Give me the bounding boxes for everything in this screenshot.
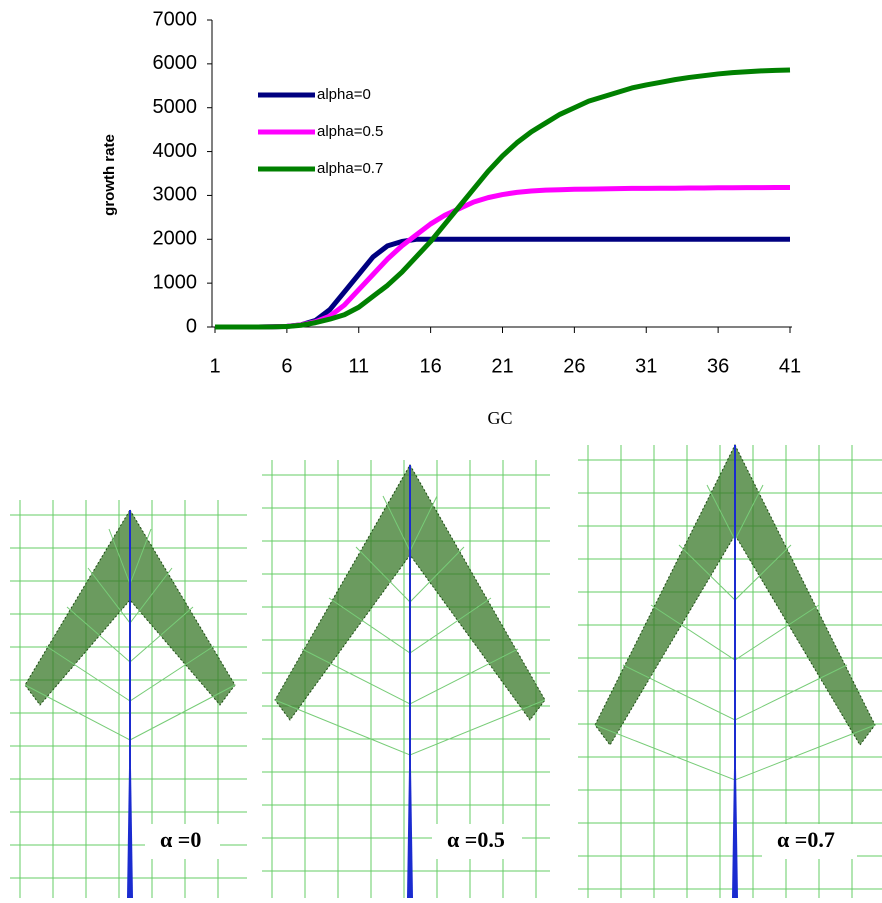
y-tick-label: 5000 — [153, 96, 198, 118]
tree-panels: α =0 α =0.5 α =0.7 — [10, 443, 882, 898]
legend-label: alpha=0 — [317, 86, 371, 103]
y-tick-label: 7000 — [153, 8, 198, 30]
legend-label: alpha=0.5 — [317, 123, 383, 140]
tree-trunk-base — [732, 768, 738, 898]
x-tick-label: 11 — [348, 355, 369, 377]
label-box — [762, 824, 857, 859]
x-tick-label: 6 — [281, 355, 292, 377]
tree-trunk-base — [407, 768, 413, 898]
x-tick-label: 31 — [635, 355, 657, 377]
y-tick-label: 4000 — [153, 140, 198, 162]
panel-label: α =0.5 — [447, 827, 505, 852]
x-tick-label: 21 — [491, 355, 513, 377]
y-tick-label: 3000 — [153, 184, 198, 206]
tree-trunk-base — [127, 768, 133, 898]
x-tick-label: 26 — [563, 355, 585, 377]
y-axis-label: growth rate — [101, 134, 118, 216]
y-tick-label: 1000 — [153, 271, 198, 293]
series-line — [215, 236, 790, 330]
y-tick-label: 2000 — [153, 228, 198, 250]
y-tick-label: 0 — [186, 315, 197, 337]
label-box — [145, 824, 220, 859]
legend-label: alpha=0.7 — [317, 160, 383, 177]
x-tick-label: 41 — [779, 355, 801, 377]
x-axis-label: GC — [487, 408, 512, 428]
panel-label: α =0.7 — [777, 827, 835, 852]
label-box — [432, 824, 522, 859]
panel-label: α =0 — [160, 827, 201, 852]
series-line — [215, 67, 791, 330]
x-tick-label: 36 — [707, 355, 729, 377]
x-tick-label: 1 — [209, 355, 220, 377]
y-tick-label: 6000 — [153, 52, 198, 74]
series-line — [215, 185, 790, 330]
x-tick-label: 16 — [420, 355, 442, 377]
